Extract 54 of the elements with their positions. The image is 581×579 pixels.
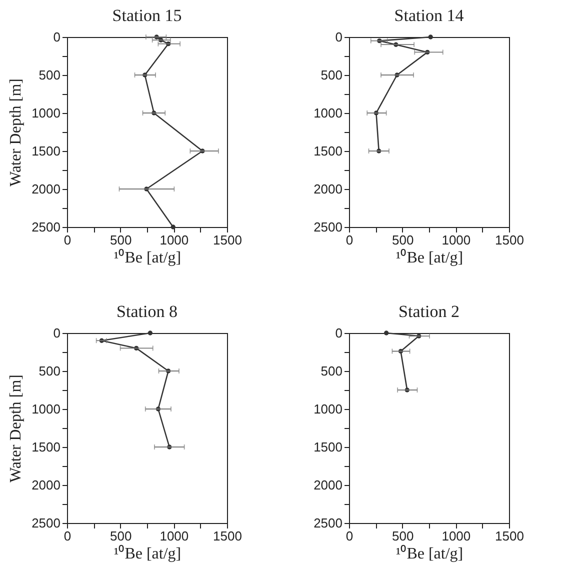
x-tick-label: 500 xyxy=(110,232,132,248)
x-tick-label: 1500 xyxy=(495,232,524,248)
y-tick-label: 500 xyxy=(38,68,60,82)
x-tick-label: 500 xyxy=(392,528,414,544)
chart-title: Station 8 xyxy=(116,302,178,321)
y-tick-label: 2500 xyxy=(32,220,60,234)
y-tick-label: 2500 xyxy=(32,516,60,530)
x-tick-label: 1000 xyxy=(160,232,189,248)
y-tick-label: 2500 xyxy=(314,220,342,234)
y-tick-label: 2000 xyxy=(314,182,342,196)
x-axis-title: ¹⁰Be [at/g] xyxy=(114,248,182,266)
y-tick-label: 500 xyxy=(320,364,342,378)
chart-title: Station 14 xyxy=(394,6,464,25)
y-axis-title: Water Depth [m] xyxy=(8,374,25,482)
y-tick-label: 1500 xyxy=(32,440,60,454)
x-tick-label: 0 xyxy=(346,528,354,544)
x-tick-label: 0 xyxy=(346,232,354,248)
y-tick-label: 0 xyxy=(53,326,60,340)
point xyxy=(148,330,153,336)
y-tick-label: 500 xyxy=(320,68,342,82)
point xyxy=(170,224,176,230)
y-tick-label: 1500 xyxy=(32,144,60,158)
y-tick-label: 1000 xyxy=(314,402,342,416)
x-tick-label: 0 xyxy=(64,232,72,248)
point xyxy=(384,330,389,336)
x-tick-label: 1000 xyxy=(160,528,189,544)
y-tick-label: 2000 xyxy=(32,478,60,492)
x-tick-label: 1500 xyxy=(213,232,242,248)
x-tick-label: 1000 xyxy=(442,528,471,544)
x-tick-label: 1000 xyxy=(442,232,471,248)
y-tick-label: 500 xyxy=(38,364,60,378)
y-tick-label: 0 xyxy=(335,30,342,44)
x-tick-label: 1500 xyxy=(495,528,524,544)
y-tick-label: 2500 xyxy=(314,516,342,530)
y-tick-label: 2000 xyxy=(314,478,342,492)
chart-title: Station 15 xyxy=(112,6,182,25)
x-axis-title: ¹⁰Be [at/g] xyxy=(396,544,464,562)
y-tick-label: 1000 xyxy=(32,402,60,416)
y-tick-label: 0 xyxy=(335,326,342,340)
y-tick-label: 0 xyxy=(53,30,60,44)
x-tick-label: 0 xyxy=(64,528,72,544)
point xyxy=(428,34,433,40)
y-tick-label: 1500 xyxy=(314,440,342,454)
chart-title: Station 2 xyxy=(398,302,460,321)
x-tick-label: 500 xyxy=(392,232,414,248)
y-axis-title: Water Depth [m] xyxy=(8,78,25,186)
x-tick-label: 1500 xyxy=(213,528,242,544)
y-tick-label: 1000 xyxy=(314,106,342,120)
y-tick-label: 2000 xyxy=(32,182,60,196)
y-tick-label: 1000 xyxy=(32,106,60,120)
x-axis-title: ¹⁰Be [at/g] xyxy=(114,544,182,562)
x-tick-label: 500 xyxy=(110,528,132,544)
y-tick-label: 1500 xyxy=(314,144,342,158)
x-axis-title: ¹⁰Be [at/g] xyxy=(396,248,464,266)
